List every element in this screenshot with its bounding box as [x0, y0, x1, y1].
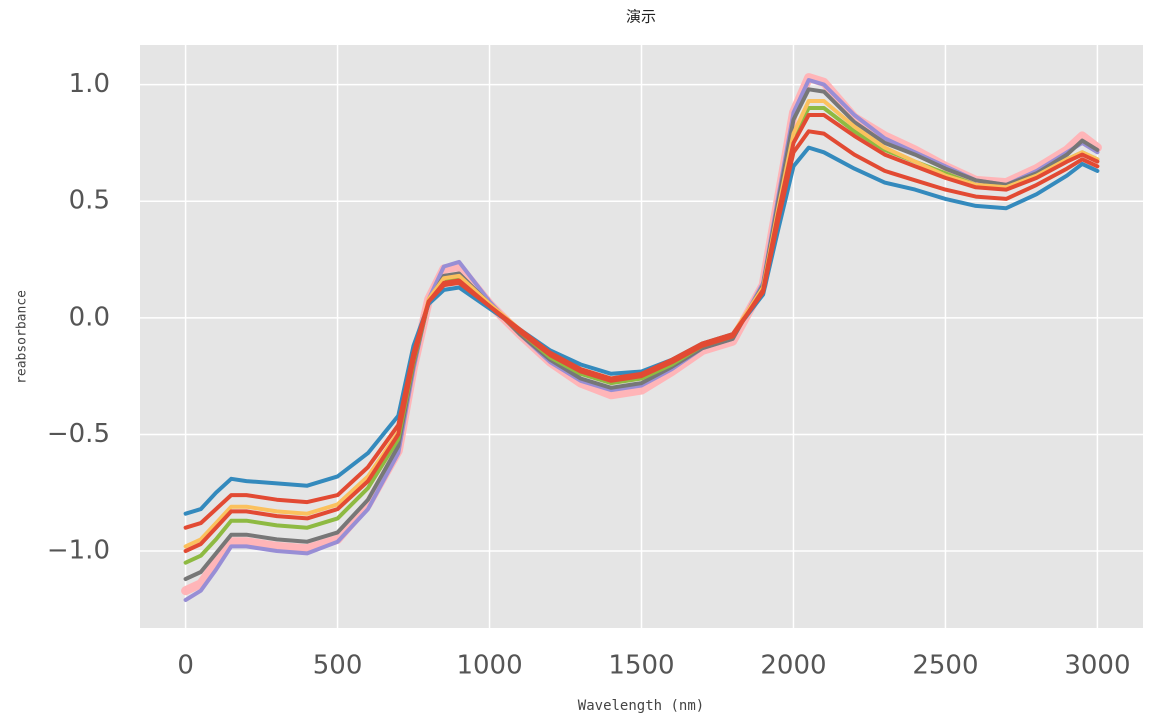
y-tick-label: −1.0	[47, 536, 110, 566]
x-tick-label: 1000	[456, 651, 522, 681]
y-tick-label: −0.5	[47, 419, 110, 449]
x-tick-label: 2000	[760, 651, 826, 681]
spectrum-line	[183, 113, 1100, 553]
x-tick-label: 2500	[912, 651, 978, 681]
x-tick-label: 500	[313, 651, 363, 681]
chart-title: 演示	[626, 8, 656, 26]
y-tick-label: 1.0	[69, 69, 110, 99]
x-tick-label: 3000	[1064, 651, 1130, 681]
x-axis-label: Wavelength (nm)	[578, 698, 704, 714]
spectrum-line	[183, 129, 1100, 530]
x-tick-label: 0	[177, 651, 194, 681]
x-tick-label: 1500	[608, 651, 674, 681]
y-axis-label: reabsorbance	[15, 290, 30, 384]
y-tick-label: 0.5	[69, 186, 110, 216]
y-tick-label: 0.0	[69, 302, 110, 332]
spectrum-line	[183, 78, 1100, 602]
spectrum-line	[183, 145, 1100, 516]
spectrum-line	[183, 87, 1100, 581]
